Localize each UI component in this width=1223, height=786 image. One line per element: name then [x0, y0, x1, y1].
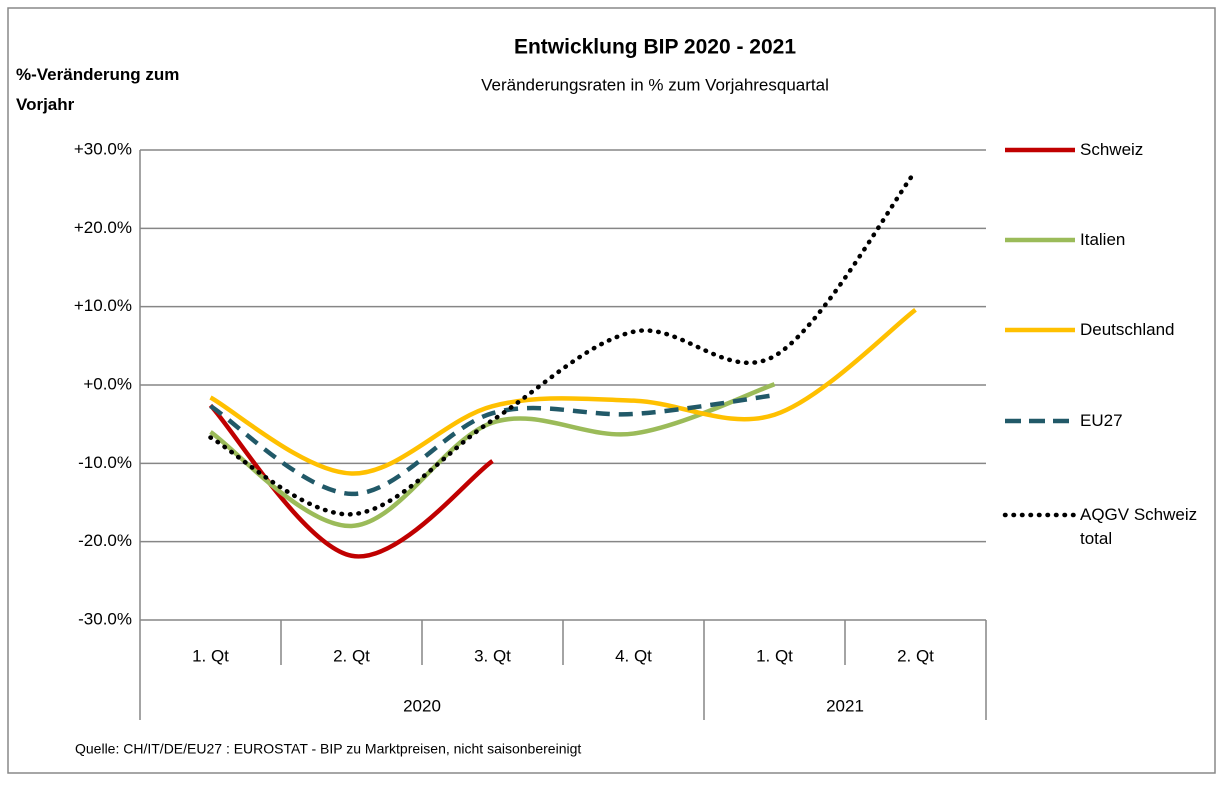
data-line	[209, 392, 775, 497]
data-line	[208, 168, 918, 517]
legend-item: Deutschland	[1080, 320, 1175, 339]
source-note: Quelle: CH/IT/DE/EU27 : EUROSTAT - BIP z…	[75, 741, 581, 757]
legend-label: Deutschland	[1080, 320, 1175, 339]
data-line	[208, 403, 494, 559]
legend-label: AQGV Schweiz total	[1080, 505, 1198, 548]
x-tick-label: 2. Qt	[333, 646, 370, 665]
y-tick-label: +10.0%	[74, 296, 132, 315]
y-tick-label: +20.0%	[74, 218, 132, 237]
y-label-box: %-Veränderung zum Vorjahr	[16, 65, 180, 114]
legend-item: AQGV Schweiz total	[1080, 505, 1198, 548]
y-tick-label: -20.0%	[78, 531, 132, 550]
data-line	[209, 307, 917, 476]
x-group-label: 2020	[403, 696, 441, 715]
x-tick-label: 4. Qt	[615, 646, 652, 665]
y-tick-label: -10.0%	[78, 453, 132, 472]
y-tick-label: +0.0%	[83, 374, 132, 393]
legend-item: Italien	[1080, 230, 1126, 249]
chart-title: Entwicklung BIP 2020 - 2021	[514, 36, 796, 59]
y-tick-label: +30.0%	[74, 139, 132, 158]
legend-item: Schweiz	[1080, 140, 1144, 159]
legend-item: EU27	[1080, 411, 1123, 430]
chart-frame	[7, 7, 1216, 774]
y-tick-label: -30.0%	[78, 609, 132, 628]
legend-label: Italien	[1080, 230, 1126, 249]
x-tick-label: 1. Qt	[192, 646, 229, 665]
chart-subtitle: Veränderungsraten in % zum Vorjahresquar…	[481, 75, 829, 94]
y-axis-label: %-Veränderung zum Vorjahr	[16, 65, 180, 114]
legend-label: EU27	[1080, 411, 1123, 430]
x-tick-label: 3. Qt	[474, 646, 511, 665]
x-group-label: 2021	[826, 696, 864, 715]
legend-label: Schweiz	[1080, 140, 1144, 159]
x-tick-label: 1. Qt	[756, 646, 793, 665]
x-tick-label: 2. Qt	[897, 646, 934, 665]
